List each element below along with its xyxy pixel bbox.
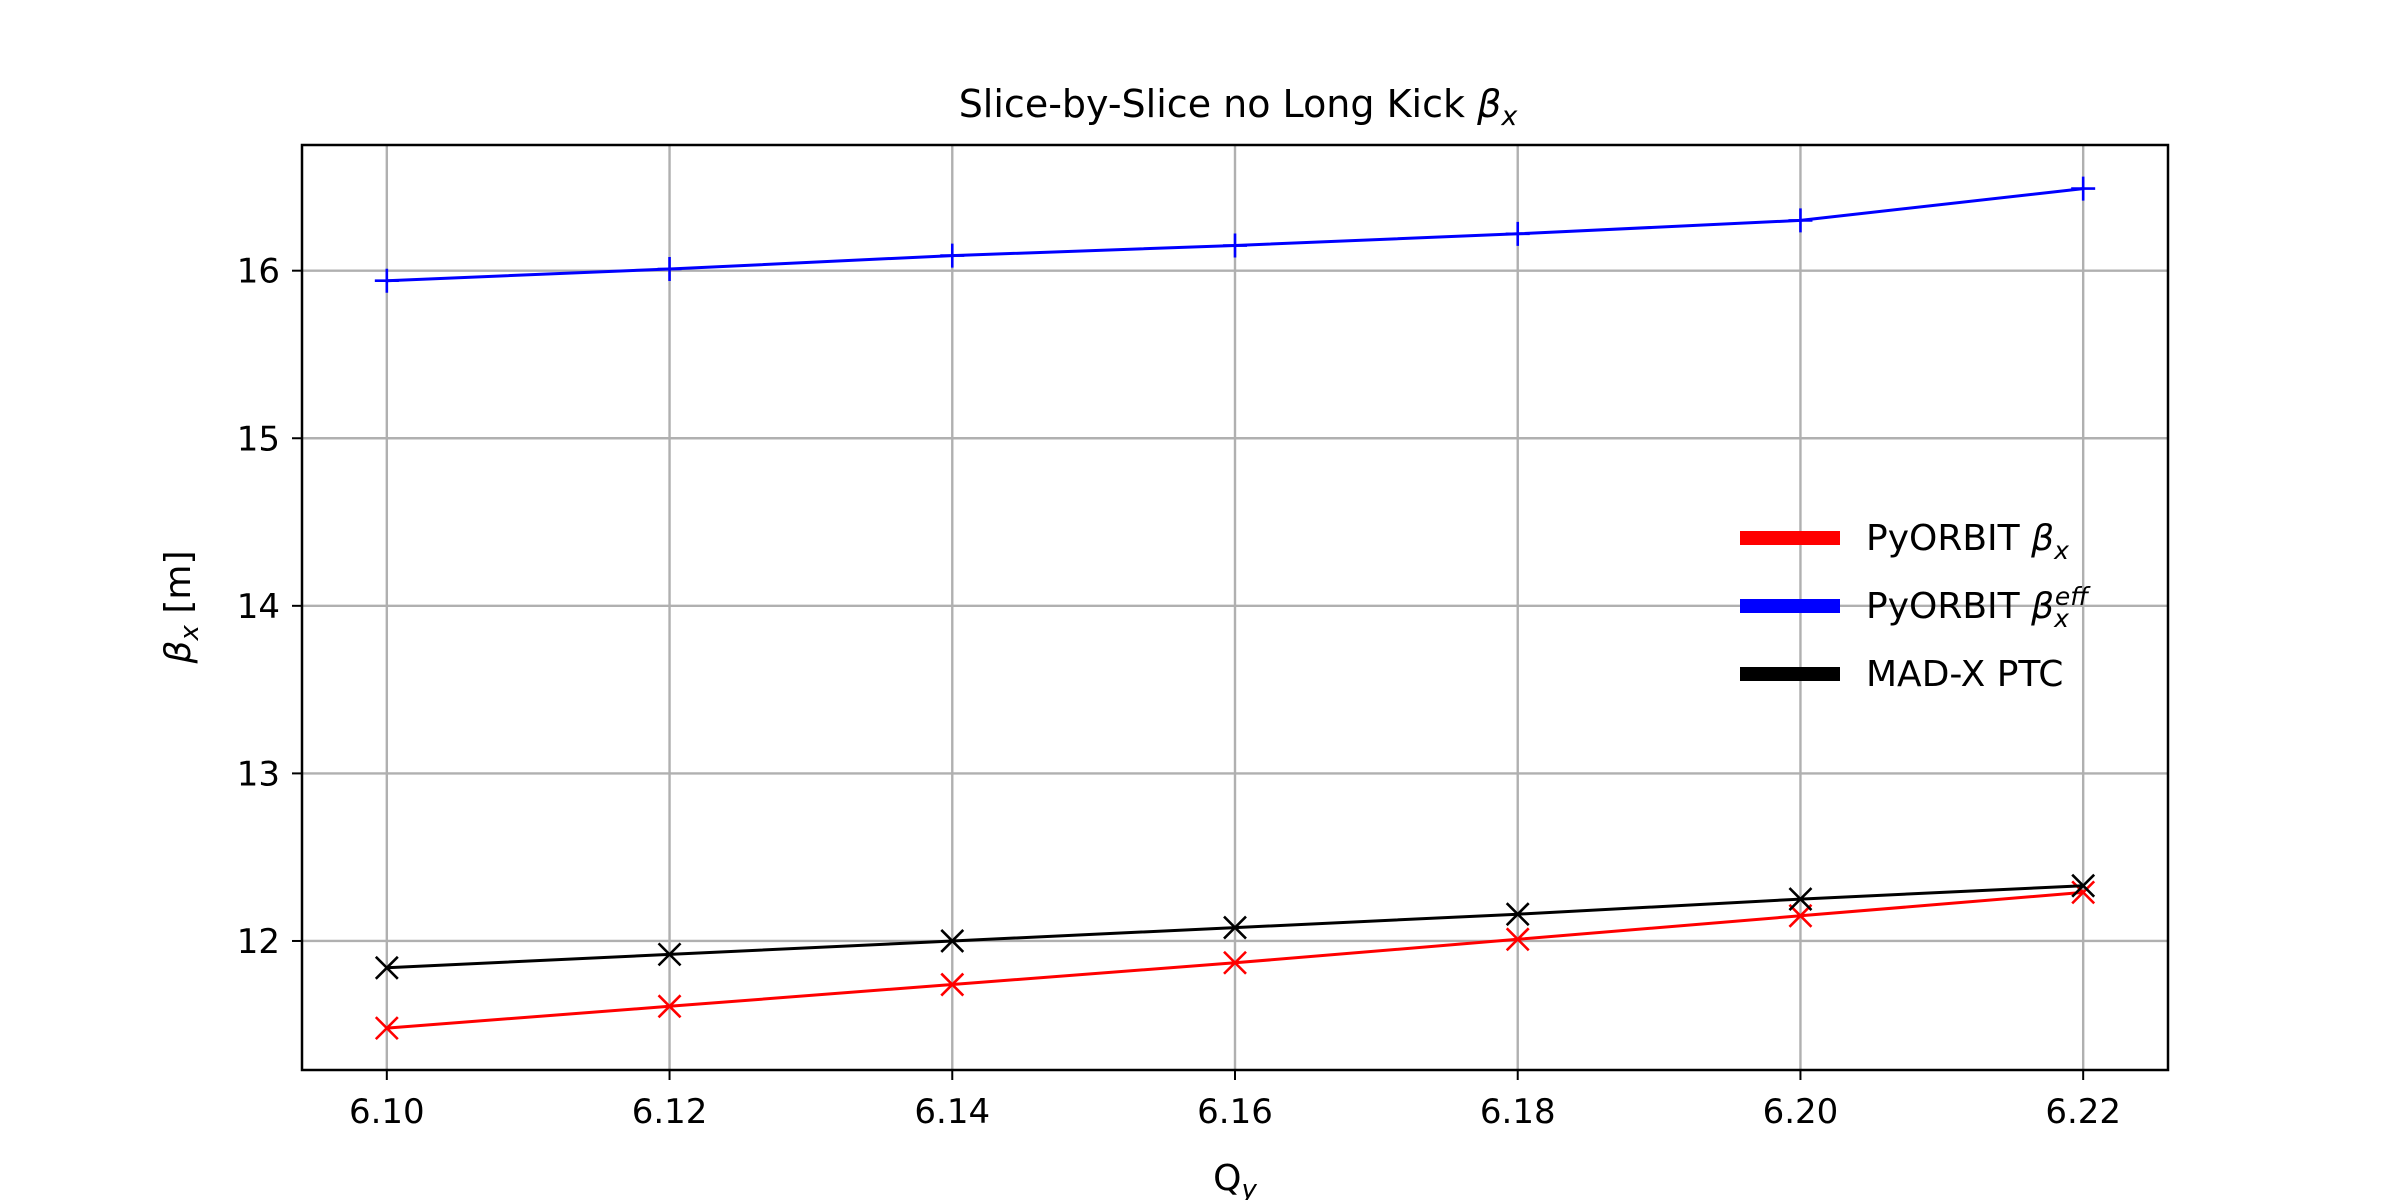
data-point — [1223, 950, 1247, 975]
data-point — [657, 942, 682, 967]
series-1 — [374, 176, 2096, 293]
x-tick-label: 6.12 — [632, 1092, 708, 1132]
x-tick-label: 6.10 — [349, 1092, 425, 1132]
series-0 — [374, 880, 2096, 1041]
legend: PyORBIT βx PyORBIT βxeff MAD-X PTC — [1740, 518, 2091, 695]
data-point — [940, 972, 965, 997]
data-point — [2071, 873, 2096, 898]
x-axis-label: Qy — [1213, 1158, 1257, 1200]
data-point — [1788, 887, 1813, 911]
x-tick-label: 6.16 — [1197, 1092, 1273, 1132]
chart-title-symbol: β — [1476, 82, 1501, 126]
data-point — [1788, 208, 1813, 233]
x-tick-label: 6.22 — [2045, 1092, 2121, 1132]
axis-ticks: 6.10 6.12 6.14 6.16 6.18 6.20 6.22 12 13 14 15 16 — [237, 252, 2121, 1132]
y-tick-label: 16 — [237, 252, 280, 292]
data-point — [657, 257, 682, 282]
data-point — [1223, 233, 1247, 258]
chart-title-text: Slice-by-Slice no Long Kick — [959, 82, 1477, 126]
legend-entry: PyORBIT βx — [1740, 518, 2069, 565]
y-axis-label-unit: [m] — [158, 551, 199, 626]
data-point — [1505, 221, 1530, 246]
y-axis-label-symbol: β — [158, 641, 199, 665]
legend-label: PyORBIT βx — [1866, 518, 2069, 565]
plot-series — [374, 176, 2096, 1041]
x-axis-label-base: Q — [1213, 1158, 1241, 1199]
data-point — [1788, 903, 1813, 928]
x-tick-label: 6.14 — [914, 1092, 990, 1132]
y-axis-label-subscript: x — [175, 625, 205, 642]
legend-entry: PyORBIT βxeff — [1740, 582, 2091, 633]
x-tick-label: 6.18 — [1480, 1092, 1556, 1132]
data-point — [374, 1016, 399, 1041]
x-axis-label-subscript: y — [1240, 1175, 1257, 1200]
legend-label: MAD-X PTC — [1866, 654, 2063, 695]
data-point — [1505, 902, 1530, 927]
chart-title: Slice-by-Slice no Long Kick βx — [959, 82, 1519, 132]
y-tick-label: 14 — [237, 587, 280, 627]
chart-title-subscript: x — [1500, 101, 1518, 132]
y-tick-label: 15 — [237, 419, 280, 459]
data-point — [1505, 927, 1530, 952]
data-point — [1223, 915, 1247, 940]
legend-entry: MAD-X PTC — [1740, 654, 2063, 695]
x-tick-label: 6.20 — [1763, 1092, 1839, 1132]
y-tick-label: 13 — [237, 754, 280, 794]
data-point — [2071, 176, 2096, 201]
y-tick-label: 12 — [237, 922, 280, 962]
grid — [302, 145, 2168, 1070]
y-axis-label: βx [m] — [158, 551, 205, 665]
series-2 — [374, 873, 2096, 980]
data-point — [940, 243, 965, 268]
data-point — [940, 929, 965, 953]
data-point — [657, 994, 682, 1019]
data-point — [374, 955, 399, 980]
legend-label: PyORBIT βxeff — [1866, 582, 2091, 633]
data-point — [374, 268, 399, 293]
